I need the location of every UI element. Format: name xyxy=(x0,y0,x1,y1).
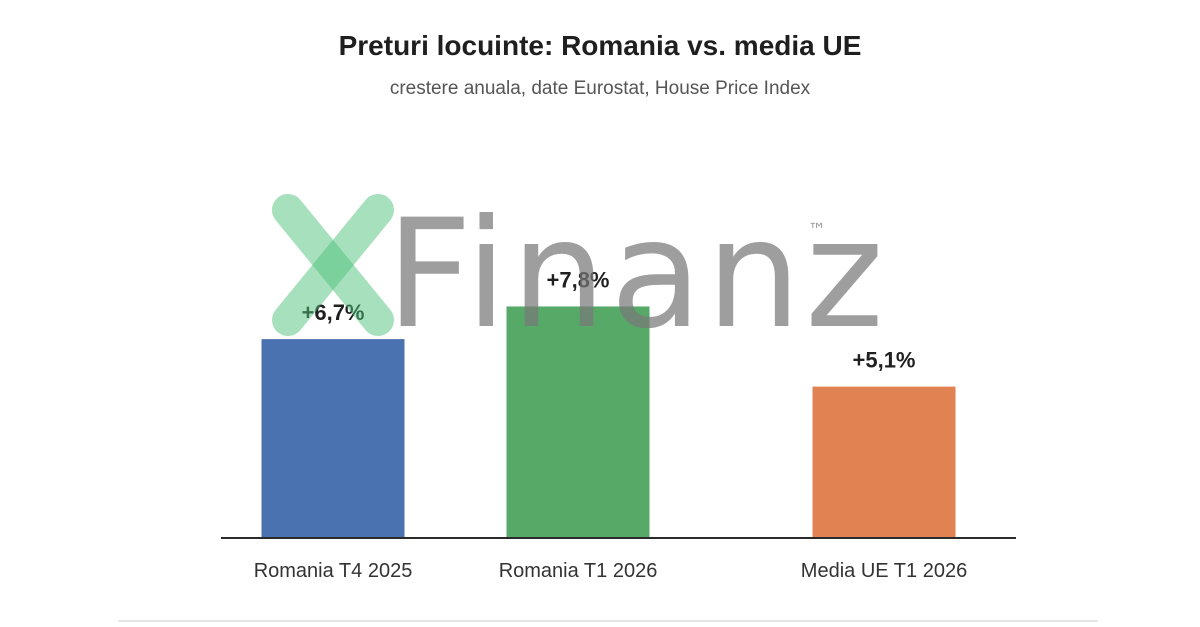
value-label-2: +7,8% xyxy=(547,267,610,292)
footer-divider xyxy=(118,620,1098,622)
bar-2 xyxy=(506,306,650,538)
bar-1 xyxy=(261,339,405,538)
value-label-3: +5,1% xyxy=(853,348,916,373)
chart-subtitle: crestere anuala, date Eurostat, House Pr… xyxy=(389,78,811,99)
value-label-1: +6,7% xyxy=(302,300,365,325)
category-label-3: Media UE T1 2026 xyxy=(801,560,967,582)
category-label-1: Romania T4 2025 xyxy=(254,560,413,582)
chart-title: Preturi locuinte: Romania vs. media UE xyxy=(338,30,862,61)
bar-3 xyxy=(812,386,956,538)
category-label-2: Romania T1 2026 xyxy=(499,560,658,582)
